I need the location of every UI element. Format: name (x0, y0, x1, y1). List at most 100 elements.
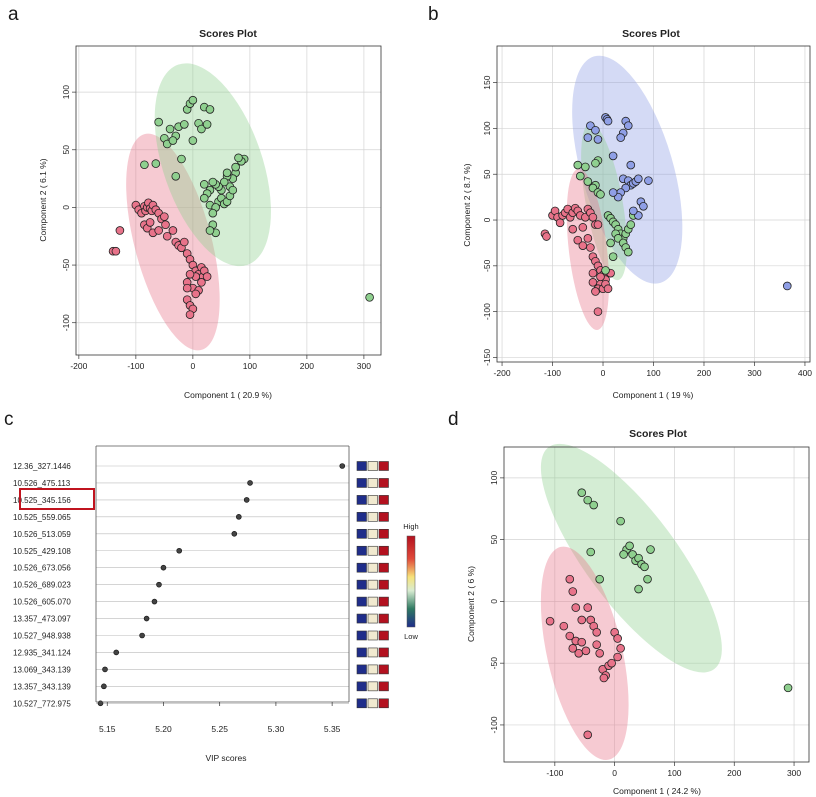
panel-label-c: c (4, 409, 14, 430)
vip-feature-label: 10.527_948.938 (13, 632, 71, 641)
d-y-tick-label: -50 (489, 657, 499, 670)
d-point-group1 (616, 644, 625, 653)
heat-cell (356, 461, 367, 471)
b-confidence-ellipse (572, 55, 683, 284)
panel-b-chart: Scores Plot -200 -100 0 100 200 300 400 -150-1… (462, 28, 812, 400)
a-point-group2 (140, 160, 149, 170)
d-point-group2 (783, 683, 793, 693)
heat-cell (356, 579, 367, 590)
b-point-group3 (608, 151, 618, 161)
d-point-group1 (592, 640, 601, 649)
vip-feature-label: 10.526_673.056 (13, 564, 71, 573)
b-point-group2 (575, 171, 585, 181)
b-point-group1 (588, 268, 598, 278)
panel-d-x-axis-label: Component 1 ( 24.2 %) (613, 786, 701, 796)
panel-a-y-ticks: -100 -50 0 50 100 (61, 85, 76, 331)
d-point-group1 (577, 615, 587, 625)
heat-cell (356, 681, 367, 692)
heat-cell (356, 596, 367, 607)
b-point-group2 (573, 160, 583, 170)
heat-cell (378, 478, 389, 488)
a-point-group2 (205, 226, 215, 235)
d-point-group2 (586, 547, 596, 557)
panel-a-title: Scores Plot (199, 28, 257, 40)
a-point-group2 (199, 193, 209, 203)
a-y-tick-label: 0 (61, 205, 71, 210)
a-point-group2 (197, 124, 206, 134)
b-point-group3 (616, 133, 625, 142)
b-point-group1 (542, 232, 551, 241)
vip-feature-label: 10.526_689.023 (13, 581, 71, 590)
a-point-group2 (231, 162, 240, 172)
heat-cell (356, 698, 367, 709)
d-point-group1 (571, 603, 581, 612)
a-point-group2 (222, 168, 232, 178)
vip-point (113, 649, 120, 656)
a-point-group1 (180, 237, 189, 247)
a-x-tick-label: 300 (357, 361, 371, 371)
heat-cell (367, 545, 378, 556)
c-x-tick-label: 5.15 (99, 724, 116, 734)
heat-cell (367, 647, 378, 658)
vip-feature-label: 10.525_345.156 (13, 496, 71, 505)
a-point-group1 (154, 226, 163, 235)
d-point-group1 (568, 644, 578, 653)
d-x-tick-label: 100 (667, 768, 681, 778)
b-point-group3 (608, 188, 618, 197)
b-point-group2 (581, 162, 590, 172)
c-x-tick-label: 5.20 (155, 724, 172, 734)
a-point-group2 (202, 120, 212, 129)
d-point-group2 (643, 574, 652, 584)
b-point-group1 (578, 241, 588, 250)
d-point-group1 (592, 627, 601, 637)
vip-feature-label: 13.357_473.097 (13, 615, 71, 624)
panel-d-chart: Scores Plot -100 0 100 200 300 -100 -50 0 50 100… (466, 428, 810, 796)
panel-label-b: b (428, 4, 439, 25)
a-point-group1 (202, 272, 212, 281)
d-point-group2 (595, 574, 604, 584)
b-point-group2 (591, 158, 600, 168)
b-point-group1 (578, 223, 588, 232)
heat-cell (356, 613, 367, 624)
vip-point (143, 615, 150, 622)
d-point-group1 (559, 621, 569, 631)
a-point-group2 (168, 136, 178, 145)
b-y-tick-label: 0 (482, 217, 492, 222)
b-point-group3 (644, 176, 653, 185)
a-point-group1 (191, 289, 201, 299)
d-point-group2 (589, 500, 599, 510)
d-x-tick-label: -100 (546, 768, 563, 778)
vip-point (102, 666, 108, 673)
a-x-tick-label: -100 (127, 361, 144, 371)
heat-cell (356, 512, 367, 522)
heat-cell (378, 562, 389, 573)
b-point-group3 (593, 135, 603, 144)
b-point-group1 (583, 234, 593, 243)
a-point-group2 (208, 208, 218, 218)
heat-cell (378, 545, 389, 556)
a-point-group2 (228, 185, 238, 195)
a-y-tick-label: 50 (61, 145, 71, 155)
a-point-group2 (219, 177, 229, 187)
a-point-group2 (180, 120, 189, 129)
heat-cell (367, 681, 378, 692)
vip-point (236, 514, 242, 520)
vip-feature-label: 12.36_327.1446 (13, 462, 71, 471)
panel-b-x-ticks: -200 -100 0 100 200 300 400 (494, 362, 812, 378)
panel-a-chart: Scores Plot -200 -100 0 100 200 300 -100 -50 0 5… (38, 28, 382, 400)
d-point-group2 (646, 545, 655, 554)
b-point-group2 (601, 266, 610, 275)
d-point-group1 (607, 658, 616, 668)
d-y-tick-label: 100 (489, 471, 499, 485)
panel-b-y-ticks: -150 -100 -50 0 50 100 150 (482, 75, 497, 366)
a-y-tick-label: 100 (61, 85, 71, 99)
vip-point (247, 480, 253, 486)
vip-feature-label: 13.069_343.139 (13, 665, 71, 674)
heat-cell (356, 495, 367, 505)
b-point-group3 (591, 125, 600, 135)
a-point-group1 (145, 218, 155, 227)
b-y-tick-label: 50 (482, 169, 492, 179)
panel-d-title: Scores Plot (629, 428, 687, 440)
panel-a-x-ticks: -200 -100 0 100 200 300 (70, 355, 371, 371)
heat-cell (378, 596, 389, 607)
